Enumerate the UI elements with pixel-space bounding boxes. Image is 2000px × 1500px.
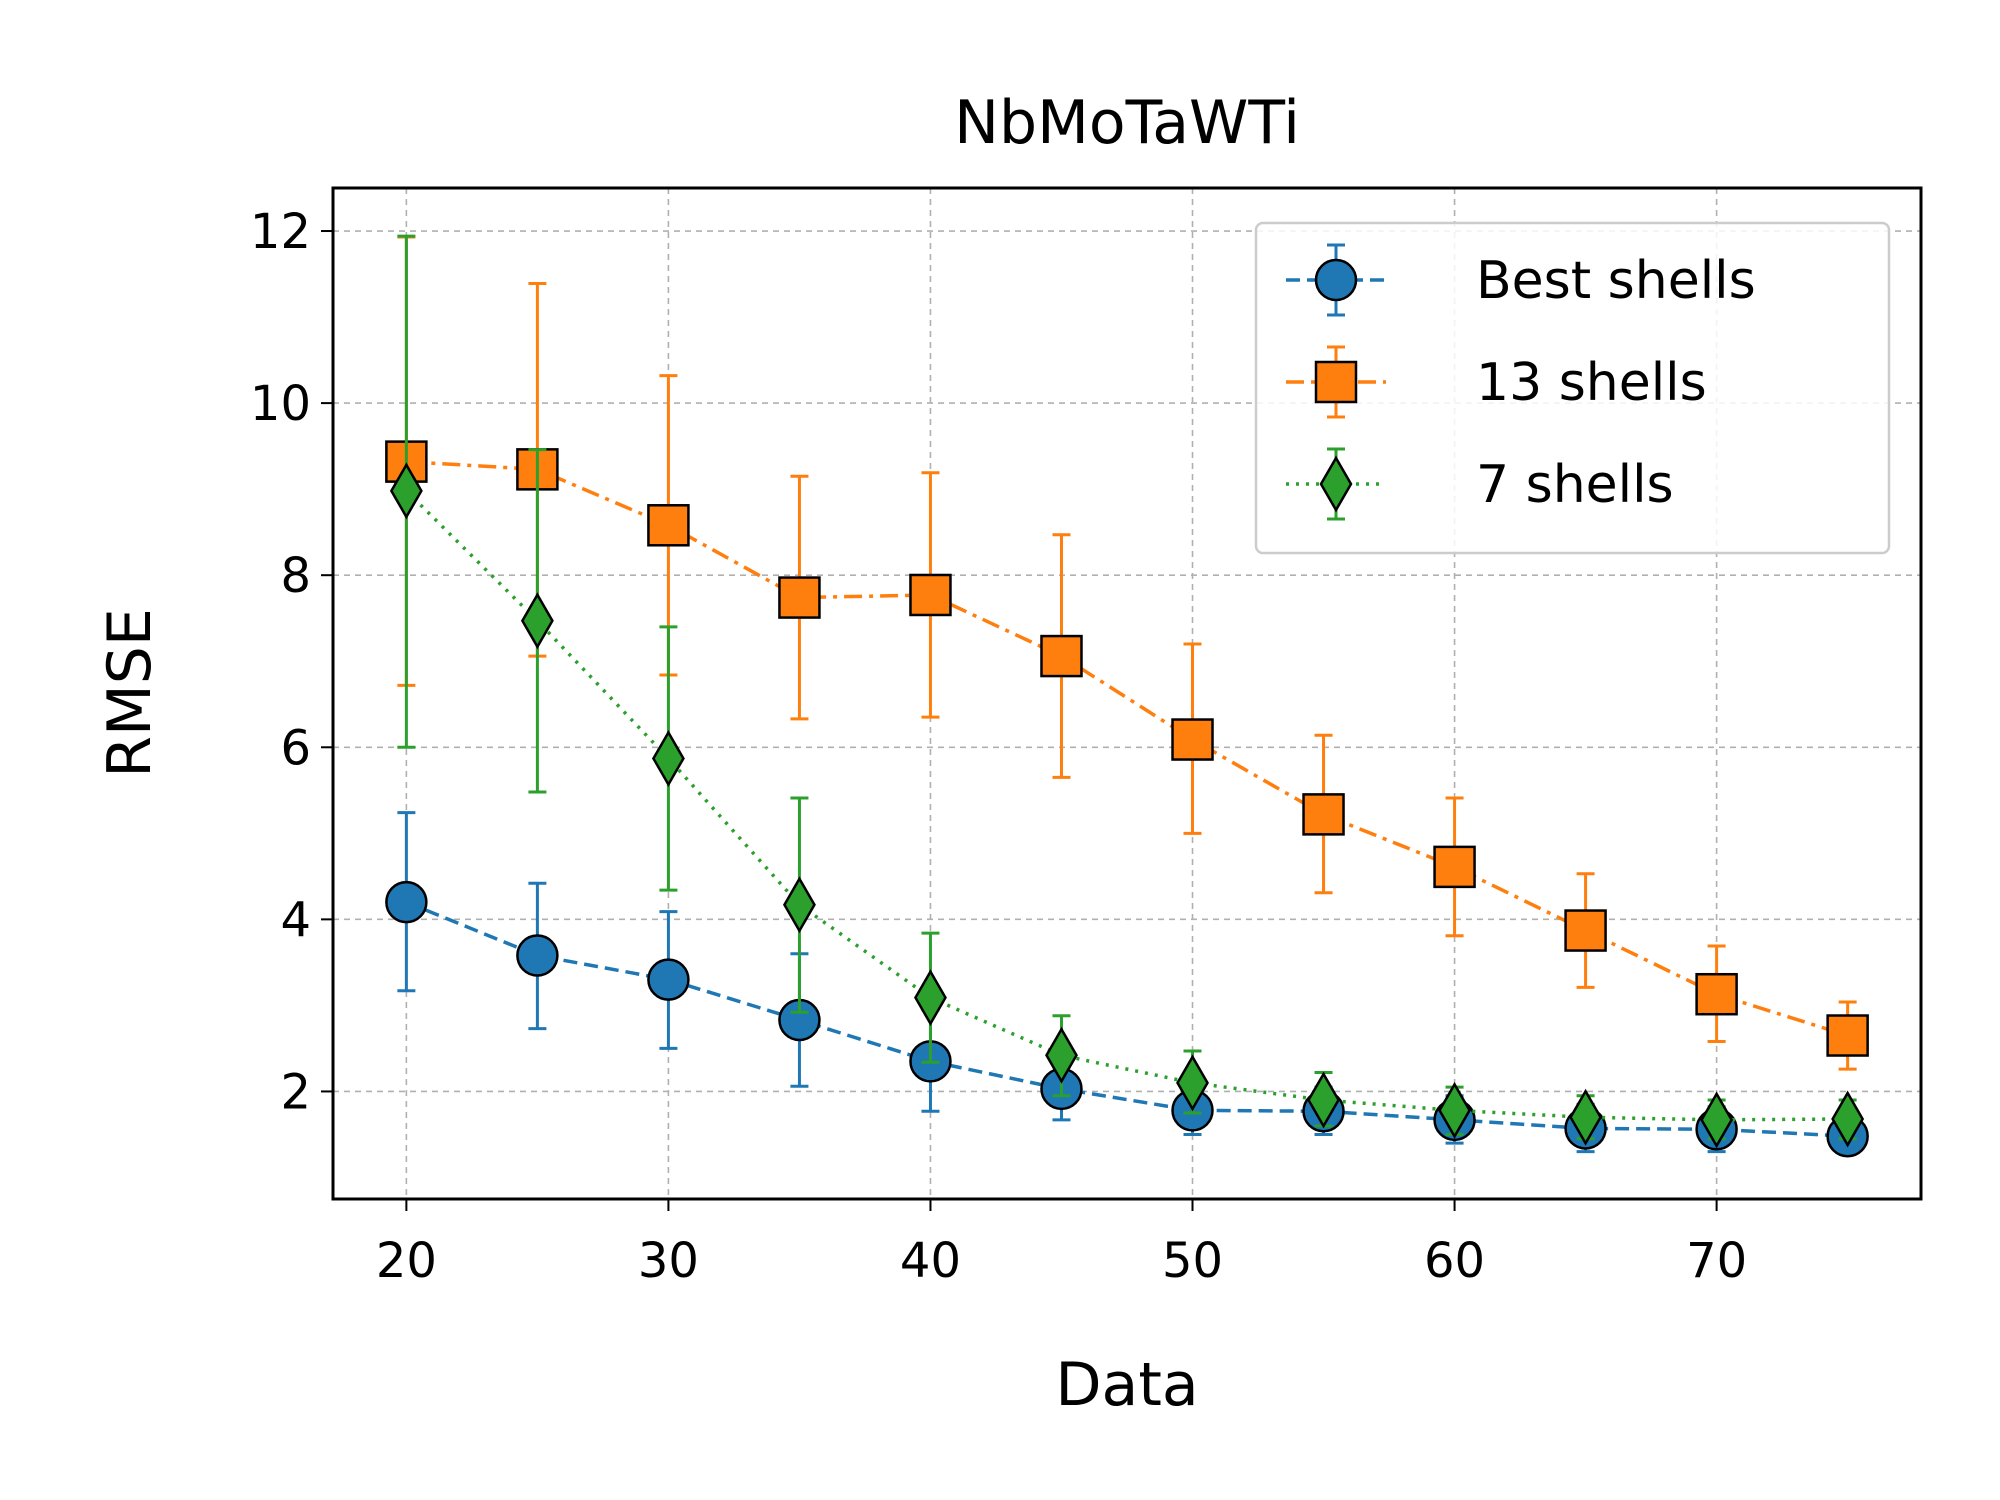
plot-frame	[331, 186, 1923, 1201]
data-point	[516, 934, 559, 977]
y-axis-label: RMSE	[95, 608, 165, 777]
legend-label: Best shells	[1476, 251, 1756, 311]
data-point	[520, 592, 554, 650]
data-point	[778, 576, 821, 619]
data-point	[385, 880, 428, 924]
y-tick-label: 6	[280, 720, 311, 776]
series-7-shells	[389, 234, 1865, 1149]
legend-item: 7 shells	[1286, 447, 1674, 521]
data-point	[651, 729, 685, 787]
x-tick-label: 20	[376, 1233, 437, 1289]
data-point	[1564, 909, 1607, 952]
legend-marker	[1319, 455, 1353, 513]
legend-item: 13 shells	[1286, 345, 1707, 419]
data-point	[1433, 845, 1476, 889]
y-axis: 2 4 6 8 10 12	[250, 204, 333, 1120]
legend-marker	[1314, 258, 1358, 302]
x-tick-label: 60	[1424, 1233, 1485, 1289]
data-point	[1176, 1054, 1209, 1112]
y-tick-label: 12	[250, 204, 311, 260]
x-axis-label: Data	[1055, 1350, 1198, 1420]
legend-item: Best shells	[1286, 243, 1756, 317]
data-point	[1045, 1026, 1078, 1084]
data-point	[647, 504, 690, 547]
data-point	[1569, 1088, 1603, 1146]
chart-title: NbMoTaWTi	[954, 88, 1300, 158]
data-point	[1826, 1014, 1869, 1057]
data-point	[914, 969, 947, 1027]
series-line	[405, 900, 1848, 1138]
data-point	[782, 876, 816, 934]
x-axis: 20 30 40 50 60 70	[376, 1199, 1747, 1289]
data-point	[1438, 1081, 1472, 1139]
data-point	[1302, 793, 1345, 836]
data-point	[647, 958, 690, 1001]
data-point	[909, 573, 952, 617]
y-tick-label: 10	[250, 376, 311, 432]
legend: Best shells 13 shells 7 shells	[1254, 221, 1891, 555]
data-point	[389, 462, 423, 520]
y-tick-label: 2	[280, 1064, 311, 1120]
x-tick-label: 70	[1686, 1233, 1747, 1289]
data-point	[1700, 1091, 1734, 1149]
legend-marker	[1314, 360, 1358, 404]
x-tick-label: 40	[900, 1233, 961, 1289]
data-point	[1831, 1090, 1865, 1148]
legend-box	[1254, 221, 1891, 555]
y-tick-label: 4	[280, 892, 311, 948]
legend-label: 13 shells	[1476, 353, 1707, 413]
legend-label: 7 shells	[1476, 455, 1674, 515]
data-point	[1171, 718, 1214, 761]
x-tick-label: 30	[638, 1233, 699, 1289]
series-line	[405, 489, 1848, 1122]
y-tick-label: 8	[280, 548, 311, 604]
data-point	[1040, 634, 1083, 678]
data-point	[1695, 972, 1738, 1016]
x-tick-label: 50	[1162, 1233, 1223, 1289]
data-point	[1307, 1071, 1340, 1129]
series-layer	[385, 234, 1869, 1158]
